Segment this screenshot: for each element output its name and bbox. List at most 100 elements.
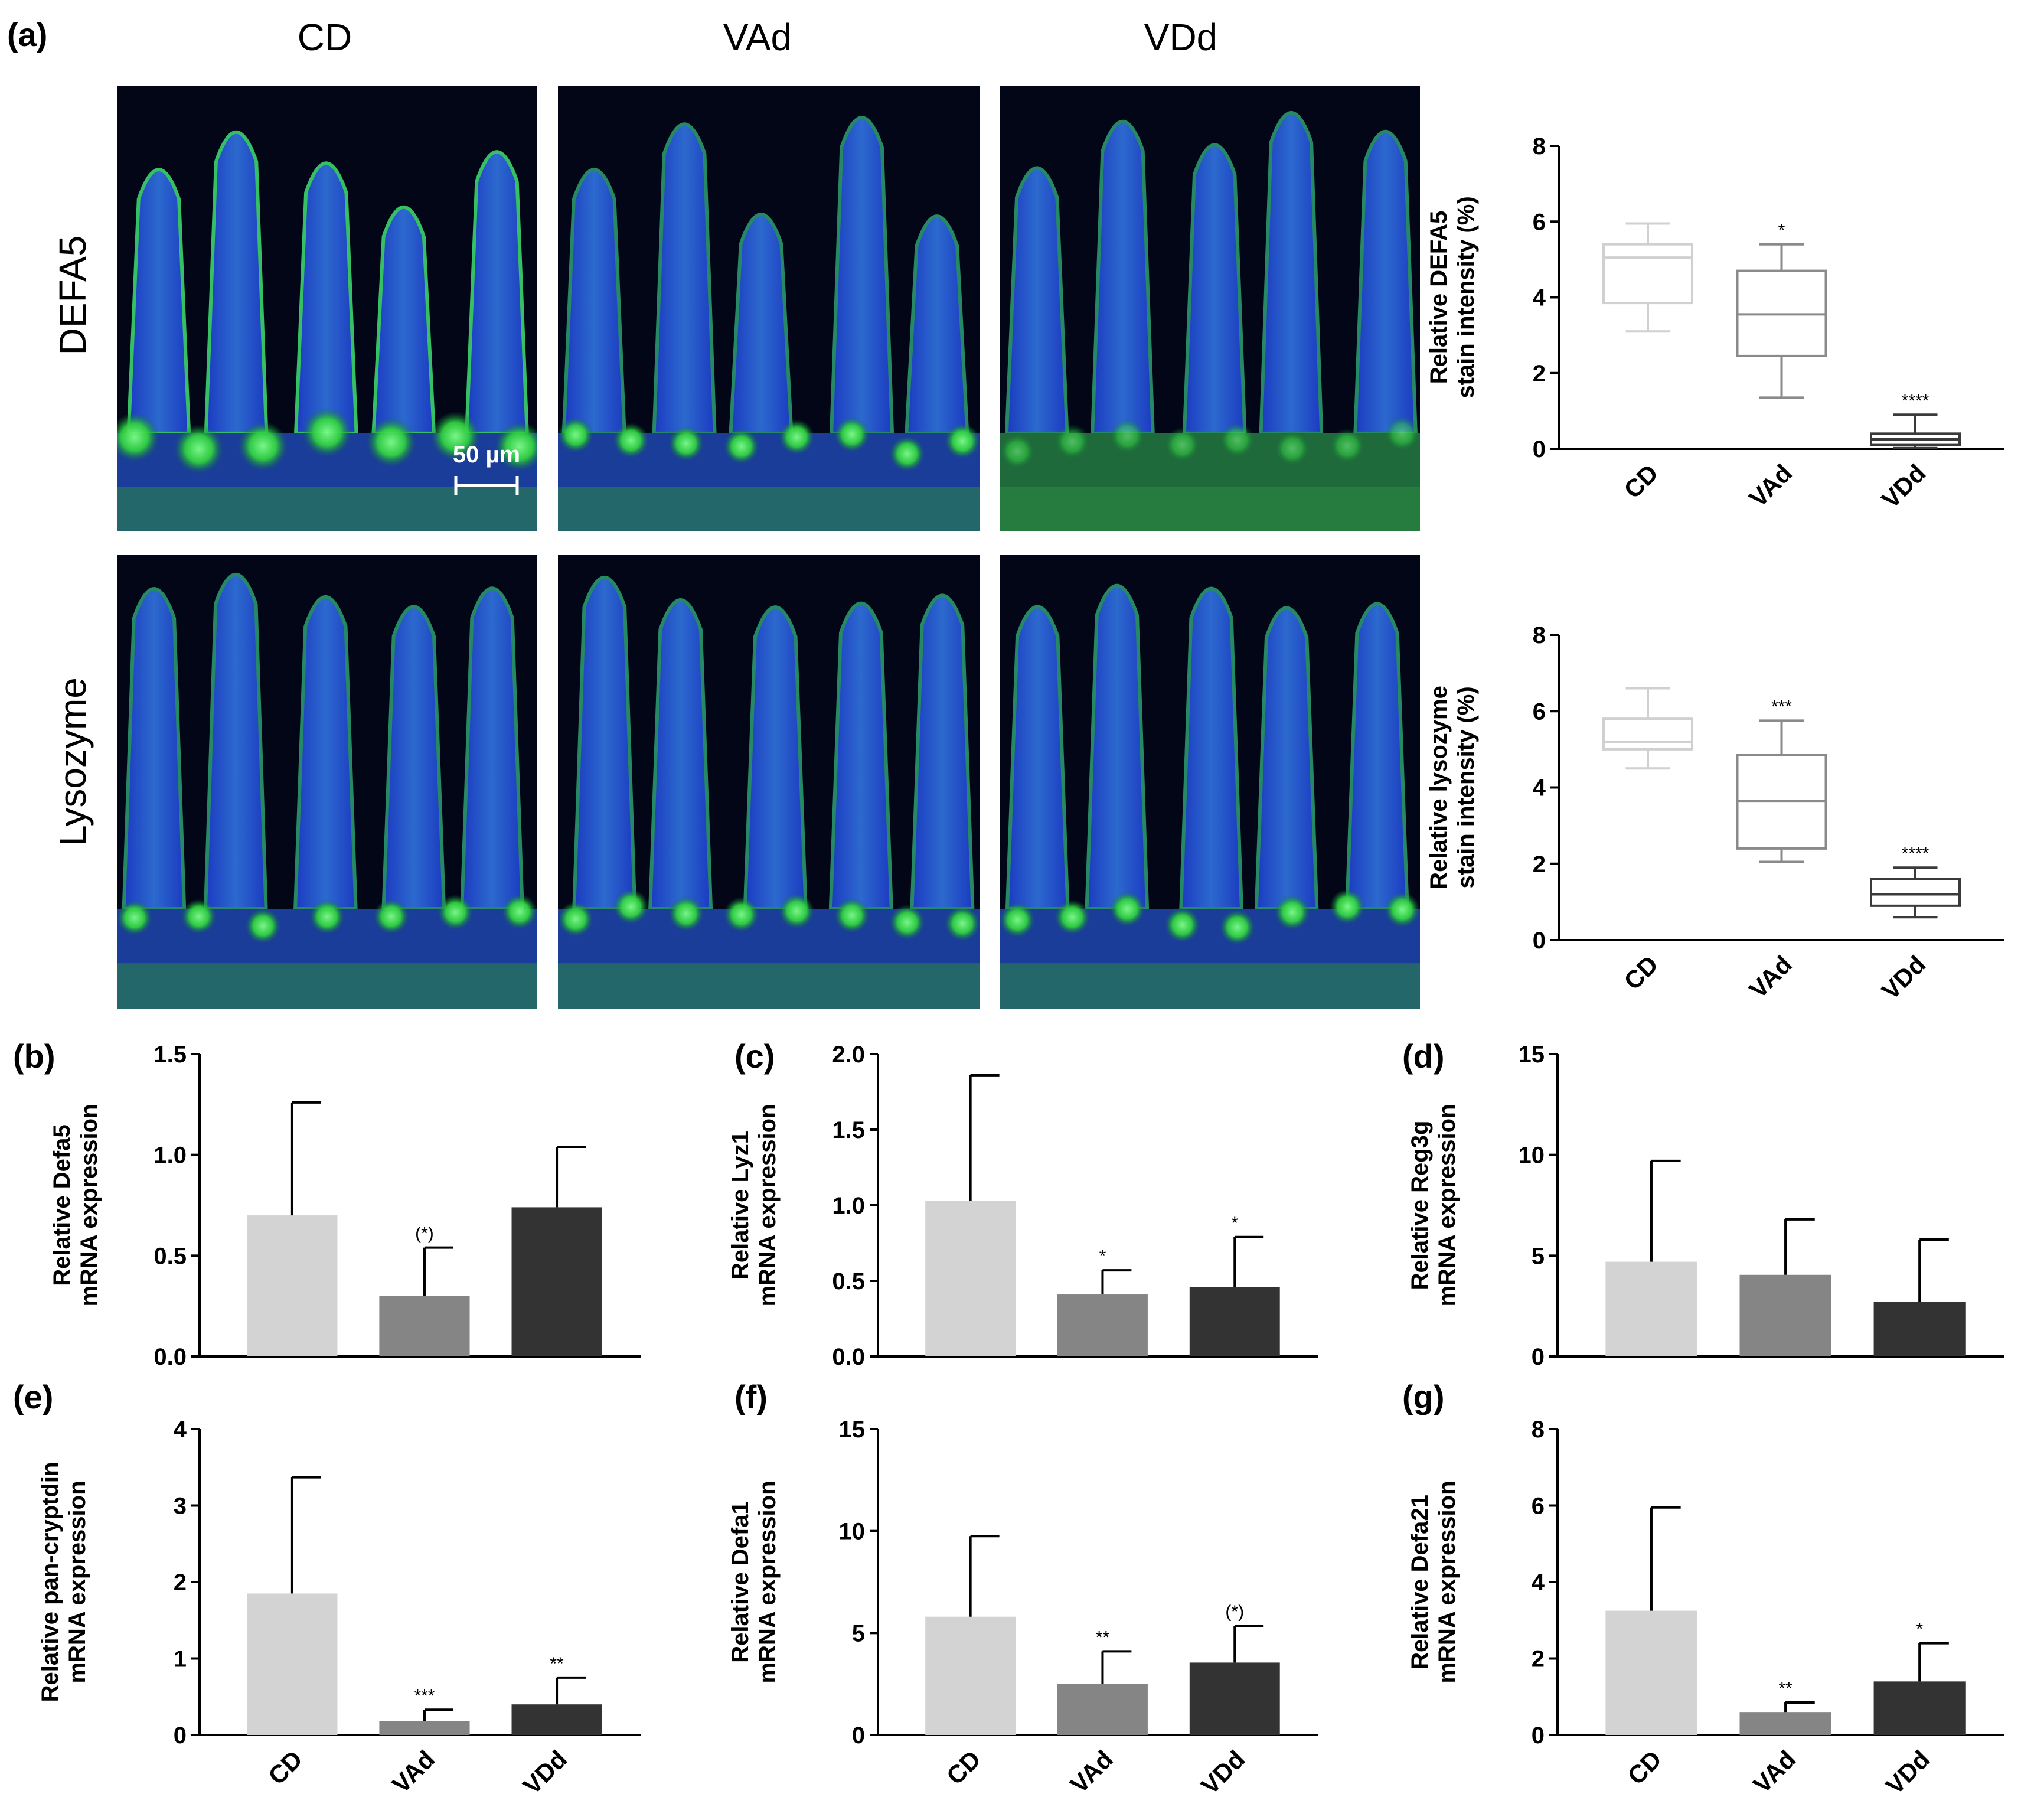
chart-c-significance-label: *	[1231, 1214, 1238, 1233]
micrograph-defa5-vdd	[1000, 86, 1420, 531]
chart-g-significance-label: **	[1778, 1679, 1793, 1698]
chart-f-y-axis-label: Relative Defa1mRNA expression	[727, 1480, 781, 1683]
chart-g-y-axis-label: Relative Defa21mRNA expression	[1407, 1480, 1460, 1683]
chart-f-y-tick-label: 0	[852, 1723, 865, 1749]
chart-g-bar-cd	[1605, 1610, 1697, 1735]
significance-label: *	[1778, 221, 1785, 240]
a-box-lysozyme-category-label: CD	[1618, 950, 1663, 995]
micrograph-grid	[117, 86, 1420, 1009]
bar-chart-d: (d) 0 5 10 15 Relative Reg3gmRNA expression	[1402, 1038, 2004, 1370]
panel-b-letter: (b)	[13, 1038, 55, 1075]
significance-label: ***	[1771, 697, 1792, 716]
chart-e-significance-label: ***	[414, 1686, 435, 1705]
a-box-lysozyme-y-axis-label: Relative lysozymestain intensity (%)	[1426, 686, 1479, 889]
chart-g-category-label: VAd	[1748, 1745, 1801, 1798]
chart-f-bar-vad	[1057, 1684, 1148, 1735]
chart-e-category-label: VDd	[518, 1745, 573, 1800]
chart-e-y-tick-label: 1	[174, 1646, 187, 1672]
chart-c-bar-vdd	[1189, 1287, 1280, 1356]
chart-b-y-tick-label: 0.5	[154, 1243, 187, 1269]
chart-e-y-tick-label: 3	[174, 1493, 187, 1519]
a-box-lysozyme-y-tick-label: 4	[1533, 775, 1546, 801]
a-box-defa5-box-vad: *	[1736, 221, 1827, 399]
chart-e-bar-vdd	[511, 1704, 602, 1735]
a-box-defa5-y-tick-label: 6	[1533, 209, 1546, 235]
micrograph-lysozyme-cd	[117, 555, 537, 1009]
a-box-defa5-y-tick-label: 8	[1533, 133, 1546, 159]
chart-c-y-axis-label: Relative Lyz1mRNA expression	[727, 1104, 781, 1306]
panel-a-letter: (a)	[7, 16, 47, 53]
column-head-vad: VAd	[723, 16, 792, 58]
box-iqr	[1870, 878, 1961, 907]
chart-e-bar-cd	[247, 1593, 338, 1735]
bar-chart-e: (e) 0 1 2 3 4 Relative pan-cryptdinmRNA expres…	[13, 1378, 641, 1800]
chart-g-y-tick-label: 6	[1532, 1493, 1545, 1519]
column-head-cd: CD	[298, 16, 352, 58]
chart-b-y-tick-label: 1.0	[154, 1143, 187, 1169]
chart-d-y-tick-label: 5	[1532, 1243, 1545, 1269]
chart-g-y-tick-label: 2	[1532, 1646, 1545, 1672]
chart-f-bar-vdd	[1189, 1662, 1280, 1735]
chart-f-category-label: VDd	[1196, 1745, 1251, 1800]
chart-b-bar-vad	[379, 1296, 470, 1356]
chart-d-bar-vad	[1739, 1274, 1831, 1356]
chart-g-category-label: VDd	[1880, 1745, 1935, 1800]
chart-f-category-label: CD	[941, 1745, 986, 1790]
micrograph-defa5-vad	[558, 86, 980, 531]
chart-g-significance-label: *	[1916, 1620, 1923, 1639]
chart-g-bar-vdd	[1873, 1681, 1966, 1735]
a-box-lysozyme-box-vad: ***	[1736, 697, 1827, 863]
chart-f-y-tick-label: 15	[839, 1417, 866, 1443]
panel-f-letter: (f)	[734, 1378, 768, 1415]
significance-label: ****	[1902, 844, 1929, 863]
panel-c-letter: (c)	[734, 1038, 775, 1075]
chart-c-y-tick-label: 0.5	[832, 1268, 865, 1294]
a-box-lysozyme-category-label: VAd	[1744, 950, 1797, 1003]
chart-f-significance-label: **	[1096, 1627, 1110, 1647]
box-iqr	[1602, 243, 1693, 305]
a-box-lysozyme-box-vdd: ****	[1870, 844, 1961, 919]
panel-d-letter: (d)	[1402, 1038, 1445, 1075]
chart-e-significance-label: **	[550, 1654, 564, 1674]
a-box-lysozyme-y-tick-label: 8	[1533, 622, 1546, 648]
panel-g-letter: (g)	[1402, 1378, 1445, 1415]
a-box-lysozyme-category-label: VDd	[1876, 950, 1931, 1005]
a-box-defa5-y-tick-label: 0	[1533, 436, 1546, 462]
a-box-defa5-y-tick-label: 2	[1533, 361, 1546, 387]
chart-e-bar-vad	[379, 1721, 470, 1735]
bar-chart-c: (c) 0.0 0.5 1.0 1.5 2.0 Relative Lyz1mRNA expr…	[727, 1038, 1318, 1370]
chart-b-y-tick-label: 0.0	[154, 1344, 187, 1370]
chart-c-significance-label: *	[1099, 1247, 1106, 1266]
panel-e-letter: (e)	[13, 1378, 53, 1415]
a-box-defa5-category-label: VDd	[1876, 459, 1931, 514]
chart-c-bar-vad	[1057, 1294, 1148, 1356]
chart-d-y-tick-label: 15	[1519, 1042, 1545, 1068]
a-box-defa5-category-label: VAd	[1744, 459, 1797, 512]
row-head-lysozyme: Lysozyme	[51, 677, 94, 846]
chart-f-significance-label: (*)	[1225, 1602, 1244, 1622]
a-box-lysozyme-box-cd	[1602, 687, 1693, 770]
bar-chart-f: (f) 0 5 10 15 Relative Defa1mRNA expression **…	[727, 1378, 1318, 1800]
chart-e-y-axis-label: Relative pan-cryptdinmRNA expression	[37, 1462, 90, 1702]
chart-d-y-axis-label: Relative Reg3gmRNA expression	[1407, 1104, 1460, 1306]
chart-e-y-tick-label: 2	[174, 1570, 187, 1596]
chart-d-bar-cd	[1605, 1261, 1697, 1356]
chart-b-bar-cd	[247, 1215, 338, 1356]
chart-f-category-label: VAd	[1065, 1745, 1118, 1798]
chart-c-y-tick-label: 0.0	[832, 1344, 865, 1370]
chart-e-category-label: CD	[263, 1745, 308, 1790]
scale-bar: 50 µm	[453, 442, 520, 495]
column-head-vdd: VDd	[1144, 16, 1218, 58]
micrograph-defa5-cd	[117, 86, 537, 531]
chart-e-y-tick-label: 0	[174, 1723, 187, 1749]
a-box-lysozyme-y-tick-label: 6	[1533, 699, 1546, 725]
a-box-lysozyme-y-tick-label: 2	[1533, 852, 1546, 878]
a-box-defa5-box-cd	[1602, 222, 1693, 333]
chart-b-bar-vdd	[511, 1207, 602, 1356]
a-box-lysozyme-y-tick-label: 0	[1533, 928, 1546, 954]
chart-g-bar-vad	[1739, 1712, 1831, 1735]
chart-f-y-tick-label: 5	[852, 1620, 865, 1646]
chart-b-y-tick-label: 1.5	[154, 1042, 187, 1068]
